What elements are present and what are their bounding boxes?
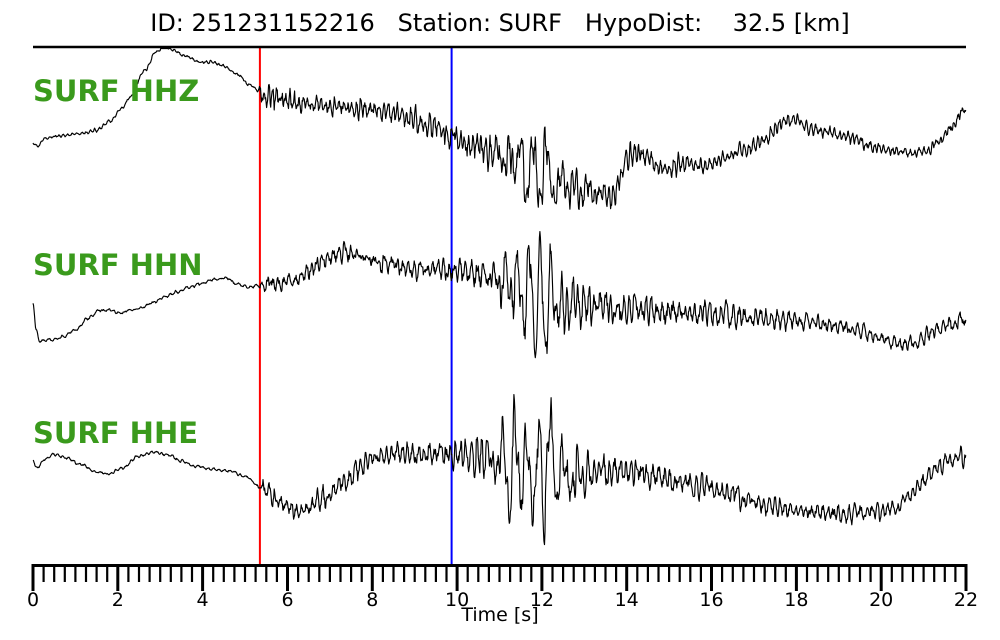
trace-label-hhn: SURF HHN [33, 248, 203, 282]
x-tick-label-6: 6 [281, 589, 294, 611]
x-tick-label-14: 14 [614, 589, 639, 611]
waveform-hhz [32, 47, 967, 210]
x-tick-label-4: 4 [196, 589, 209, 611]
figure-title: ID: 251231152216 Station: SURF HypoDist:… [150, 9, 850, 37]
trace-label-hhe: SURF HHE [33, 416, 199, 450]
waveform-hhe [32, 394, 967, 546]
x-axis-title: Time [s] [461, 604, 539, 626]
x-tick-label-12: 12 [529, 589, 554, 611]
x-tick-label-20: 20 [869, 589, 894, 611]
x-tick-label-22: 22 [953, 589, 979, 611]
x-tick-label-0: 0 [26, 589, 40, 611]
x-tick-label-2: 2 [111, 589, 124, 611]
x-tick-label-18: 18 [784, 589, 809, 611]
x-tick-label-8: 8 [366, 589, 379, 611]
trace-label-hhz: SURF HHZ [33, 74, 200, 108]
x-tick-label-10: 10 [445, 589, 470, 611]
waveform-hhn [32, 231, 967, 359]
x-tick-label-16: 16 [699, 589, 724, 611]
